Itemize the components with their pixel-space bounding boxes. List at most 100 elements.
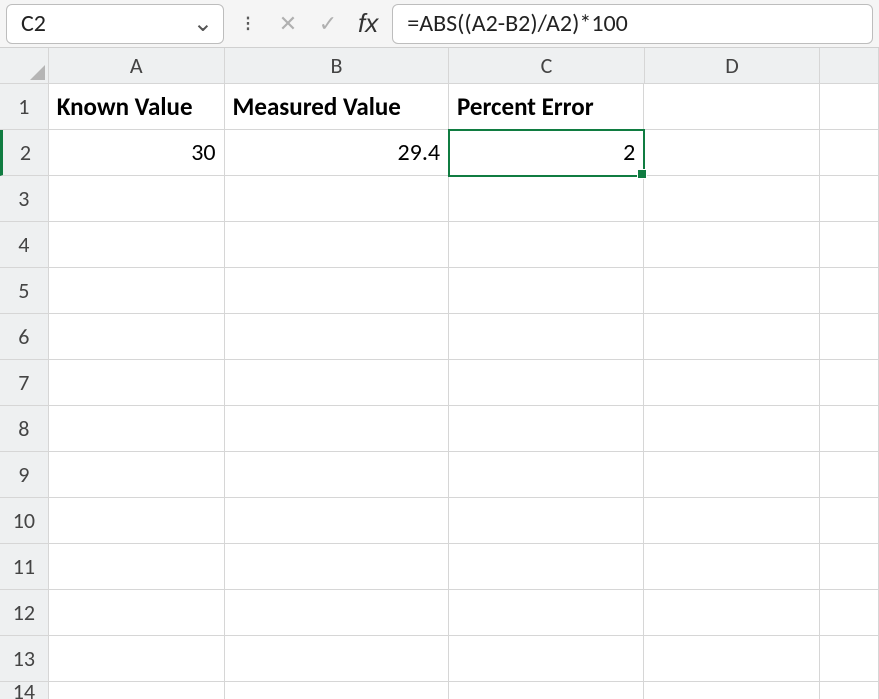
grid-row: 5	[0, 268, 879, 314]
row-header-10[interactable]: 10	[0, 498, 49, 544]
cell-A14[interactable]	[49, 682, 225, 699]
cell-B13[interactable]	[225, 636, 450, 682]
cell-C13[interactable]	[449, 636, 644, 682]
select-all-corner[interactable]	[0, 48, 49, 84]
cell-C3[interactable]	[449, 176, 644, 222]
col-header-E[interactable]	[820, 48, 879, 84]
cell-C12[interactable]	[449, 590, 644, 636]
cell-D11[interactable]	[644, 544, 820, 590]
cell-C8[interactable]	[449, 406, 644, 452]
row-header-6[interactable]: 6	[0, 314, 49, 360]
cell-E13[interactable]	[820, 636, 879, 682]
cell-D5[interactable]	[644, 268, 820, 314]
cell-E14[interactable]	[820, 682, 879, 699]
cell-E1[interactable]	[820, 84, 879, 130]
row-header-3[interactable]: 3	[0, 176, 49, 222]
cell-B8[interactable]	[225, 406, 450, 452]
cell-D9[interactable]	[644, 452, 820, 498]
cell-B9[interactable]	[225, 452, 450, 498]
cell-C2[interactable]: 2	[449, 130, 644, 176]
cell-C5[interactable]	[449, 268, 644, 314]
row-header-2[interactable]: 2	[0, 130, 49, 176]
grid-row: 3	[0, 176, 879, 222]
cell-A5[interactable]	[49, 268, 225, 314]
row-header-7[interactable]: 7	[0, 360, 49, 406]
cell-C10[interactable]	[449, 498, 644, 544]
accept-formula-icon[interactable]: ✓	[312, 8, 344, 40]
cell-B2[interactable]: 29.4	[225, 130, 449, 176]
row-header-13[interactable]: 13	[0, 636, 49, 682]
chevron-down-icon[interactable]: ⌄	[193, 9, 213, 38]
col-header-D[interactable]: D	[645, 48, 821, 84]
cell-E11[interactable]	[820, 544, 879, 590]
formula-input[interactable]: =ABS((A2-B2)/A2)*100	[392, 4, 873, 44]
col-header-A[interactable]: A	[49, 48, 225, 84]
cell-E10[interactable]	[820, 498, 879, 544]
cell-C11[interactable]	[449, 544, 644, 590]
cell-A4[interactable]	[49, 222, 225, 268]
cell-D13[interactable]	[644, 636, 820, 682]
cell-C9[interactable]	[449, 452, 644, 498]
cell-A10[interactable]	[49, 498, 225, 544]
cell-C4[interactable]	[449, 222, 644, 268]
row-header-12[interactable]: 12	[0, 590, 49, 636]
cell-A3[interactable]	[49, 176, 225, 222]
cell-B4[interactable]	[225, 222, 450, 268]
cell-D12[interactable]	[644, 590, 820, 636]
cell-E7[interactable]	[820, 360, 879, 406]
col-header-C[interactable]: C	[449, 48, 644, 84]
cell-C1[interactable]: Percent Error	[449, 84, 644, 130]
cell-E4[interactable]	[820, 222, 879, 268]
cell-D1[interactable]	[644, 84, 820, 130]
row-header-4[interactable]: 4	[0, 222, 49, 268]
row-header-11[interactable]: 11	[0, 544, 49, 590]
row-header-14[interactable]: 14	[0, 682, 49, 699]
cell-B11[interactable]	[225, 544, 450, 590]
cell-A8[interactable]	[49, 406, 225, 452]
cell-A7[interactable]	[49, 360, 225, 406]
cell-A2[interactable]: 30	[49, 130, 225, 176]
cell-C6[interactable]	[449, 314, 644, 360]
cell-E5[interactable]	[820, 268, 879, 314]
cell-B3[interactable]	[225, 176, 450, 222]
cell-D3[interactable]	[644, 176, 820, 222]
cell-B14[interactable]	[225, 682, 450, 699]
cell-A12[interactable]	[49, 590, 225, 636]
cell-E2[interactable]	[820, 130, 879, 176]
cell-E3[interactable]	[820, 176, 879, 222]
cell-D8[interactable]	[644, 406, 820, 452]
cell-A11[interactable]	[49, 544, 225, 590]
cell-B12[interactable]	[225, 590, 450, 636]
cell-A9[interactable]	[49, 452, 225, 498]
row-header-8[interactable]: 8	[0, 406, 49, 452]
name-box[interactable]: C2 ⌄	[6, 4, 224, 44]
cell-B5[interactable]	[225, 268, 450, 314]
col-header-B[interactable]: B	[225, 48, 450, 84]
cell-E8[interactable]	[820, 406, 879, 452]
grid-row: 9	[0, 452, 879, 498]
cell-B7[interactable]	[225, 360, 450, 406]
row-header-1[interactable]: 1	[0, 84, 49, 130]
cell-E9[interactable]	[820, 452, 879, 498]
cell-B6[interactable]	[225, 314, 450, 360]
cell-E6[interactable]	[820, 314, 879, 360]
cell-D14[interactable]	[644, 682, 820, 699]
cell-D10[interactable]	[644, 498, 820, 544]
cell-D7[interactable]	[644, 360, 820, 406]
cell-A13[interactable]	[49, 636, 225, 682]
fx-icon[interactable]: fx	[352, 8, 384, 39]
cell-C14[interactable]	[449, 682, 644, 699]
cell-A6[interactable]	[49, 314, 225, 360]
cell-B1[interactable]: Measured Value	[225, 84, 450, 130]
row-header-5[interactable]: 5	[0, 268, 49, 314]
cancel-formula-icon[interactable]: ✕	[272, 8, 304, 40]
row-header-9[interactable]: 9	[0, 452, 49, 498]
cell-D2[interactable]	[644, 130, 820, 176]
cell-D4[interactable]	[644, 222, 820, 268]
cell-E12[interactable]	[820, 590, 879, 636]
cell-A1[interactable]: Known Value	[49, 84, 225, 130]
cell-C7[interactable]	[449, 360, 644, 406]
cell-D6[interactable]	[644, 314, 820, 360]
more-options-icon[interactable]: ⁝	[232, 8, 264, 40]
cell-B10[interactable]	[225, 498, 450, 544]
